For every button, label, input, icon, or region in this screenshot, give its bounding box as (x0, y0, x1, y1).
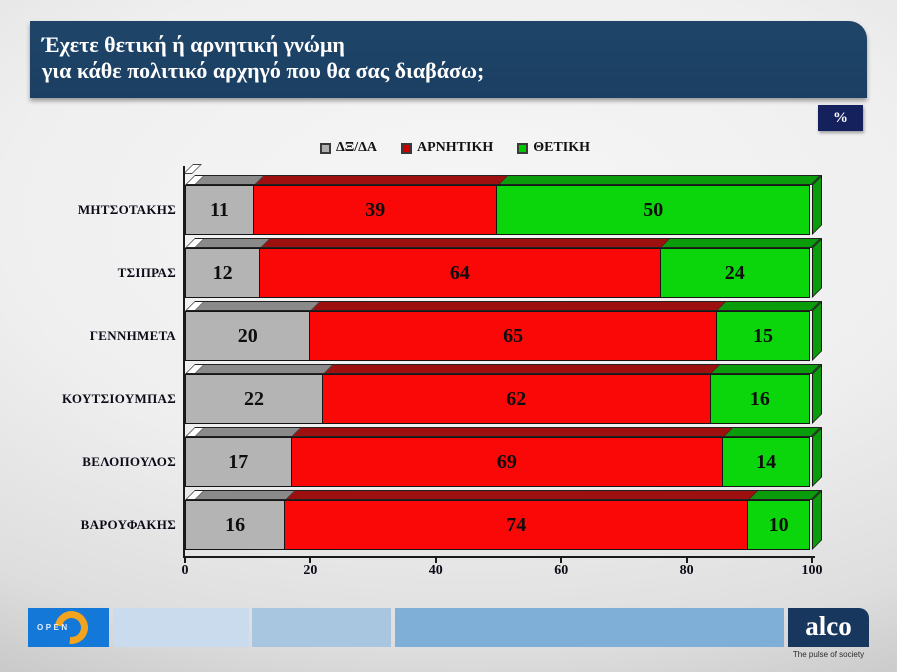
question-title-line1: Έχετε θετική ή αρνητική γνώμη (42, 32, 345, 57)
bar-top-bevel-segment (187, 428, 302, 436)
legend-label: ΑΡΝΗΤΙΚΗ (417, 140, 494, 155)
x-axis-line (183, 556, 815, 558)
bar-row: 12 64 24 (185, 248, 812, 298)
bar-row: 17 69 14 (185, 437, 812, 487)
x-axis-tick-label: 20 (303, 563, 318, 578)
bar-top-bevel-segment (712, 365, 820, 373)
bar-top-bevel-segment (187, 302, 320, 310)
bar-segment: 62 (321, 374, 711, 424)
footer-bar-1 (113, 608, 249, 647)
alco-logo: alco (788, 608, 869, 647)
bar-top-bevel-segment (312, 302, 727, 310)
bar-segment: 14 (722, 437, 810, 487)
footer-bar-3 (395, 608, 784, 647)
category-label: ΒΑΡΟΥΦΑΚΗΣ (80, 517, 176, 532)
bar-side-face (812, 364, 822, 424)
open-logo-label: OPEN (37, 623, 70, 632)
footer-bar-2 (252, 608, 391, 647)
bar-segment: 10 (747, 500, 810, 550)
bar-top-bevel (185, 301, 822, 311)
bar-top-bevel-segment (718, 302, 820, 310)
question-title: Έχετε θετική ή αρνητική γνώμη για κάθε π… (30, 21, 867, 98)
bar-row: 20 65 15 (185, 311, 812, 361)
bar-top-bevel (185, 490, 822, 500)
legend-swatch-icon (517, 142, 529, 154)
x-axis-tick (309, 558, 312, 563)
bar-top-bevel-segment (662, 239, 820, 247)
x-axis-tick (685, 558, 688, 563)
x-axis-tick (811, 558, 813, 563)
category-label: ΜΗΤΣΟΤΑΚΗΣ (77, 202, 176, 217)
legend-swatch-icon (401, 142, 412, 154)
bar-top-bevel (185, 364, 822, 374)
bar-top-bevel-segment (749, 491, 820, 499)
bar-top-bevel (185, 238, 822, 248)
bar-side-face (812, 490, 822, 550)
bar-segment: 50 (496, 185, 810, 235)
bar-segment: 16 (709, 374, 810, 424)
bar-top-bevel-segment (255, 176, 508, 184)
percent-badge: % (818, 105, 863, 131)
bar-segment: 15 (715, 311, 810, 361)
alco-tagline: The pulse of society (792, 650, 865, 659)
legend-item: ΔΞ/ΔΑ (319, 140, 377, 156)
bar-segment: 39 (252, 185, 498, 235)
chart-legend: ΔΞ/ΔΑ ΑΡΝΗΤΙΚΗ ΘΕΤΙΚΗ (185, 140, 725, 156)
bar-segment: 74 (284, 500, 749, 550)
bar-segment: 69 (290, 437, 724, 487)
bar-side-face (812, 238, 822, 298)
legend-swatch-icon (319, 142, 331, 154)
x-axis-tick-label: 60 (554, 563, 569, 578)
bar-top-bevel-segment (499, 176, 820, 184)
bar-top-bevel-segment (293, 428, 733, 436)
category-label: ΤΣΙΠΡΑΣ (117, 265, 176, 280)
bar-top-bevel-segment (287, 491, 758, 499)
bar-row: 22 62 16 (185, 374, 812, 424)
bar-segment: 17 (185, 437, 292, 487)
bar-segment: 22 (185, 374, 323, 424)
bar-side-face (812, 427, 822, 487)
bar-segment: 65 (309, 311, 717, 361)
bar-top-bevel (185, 427, 822, 437)
bar-segment: 11 (185, 185, 254, 235)
category-label: ΓΕΝΝΗΜΕΤΑ (89, 328, 176, 343)
x-axis-tick-label: 100 (801, 563, 823, 578)
bar-top-bevel-segment (187, 365, 333, 373)
x-axis-tick-label: 0 (181, 563, 189, 578)
bar-side-face (812, 301, 822, 361)
bar-side-face (812, 175, 822, 235)
bar-segment: 24 (659, 248, 810, 298)
bar-row: 16 74 10 (185, 500, 812, 550)
legend-label: ΔΞ/ΔΑ (335, 140, 377, 155)
x-axis-tick-label: 80 (679, 563, 694, 578)
legend-item: ΑΡΝΗΤΙΚΗ (401, 140, 493, 156)
bar-top-bevel-segment (262, 239, 670, 247)
bar-top-bevel-segment (324, 365, 720, 373)
open-logo: OPEN (28, 608, 109, 647)
category-label: ΒΕΛΟΠΟΥΛΟΣ (82, 454, 176, 469)
bar-segment: 64 (259, 248, 661, 298)
bar-segment: 16 (185, 500, 286, 550)
legend-label: ΘΕΤΙΚΗ (533, 140, 591, 155)
x-axis-tick (560, 558, 563, 563)
x-axis-tick (434, 558, 437, 563)
category-label: ΚΟΥΤΣΙΟΥΜΠΑΣ (62, 391, 176, 406)
x-axis-tick (184, 558, 186, 563)
bar-row: 11 39 50 (185, 185, 812, 235)
bar-segment: 12 (185, 248, 261, 298)
bar-top-bevel-segment (187, 491, 295, 499)
y-axis-line (183, 166, 185, 558)
legend-item: ΘΕΤΙΚΗ (517, 140, 590, 156)
bar-segment: 20 (185, 311, 311, 361)
y-axis-cap (183, 164, 202, 174)
bar-top-bevel-segment (724, 428, 820, 436)
question-title-line2: για κάθε πολιτικό αρχηγό που θα σας διαβ… (42, 58, 485, 83)
x-axis-tick-label: 40 (428, 563, 443, 578)
bar-top-bevel (185, 175, 822, 185)
